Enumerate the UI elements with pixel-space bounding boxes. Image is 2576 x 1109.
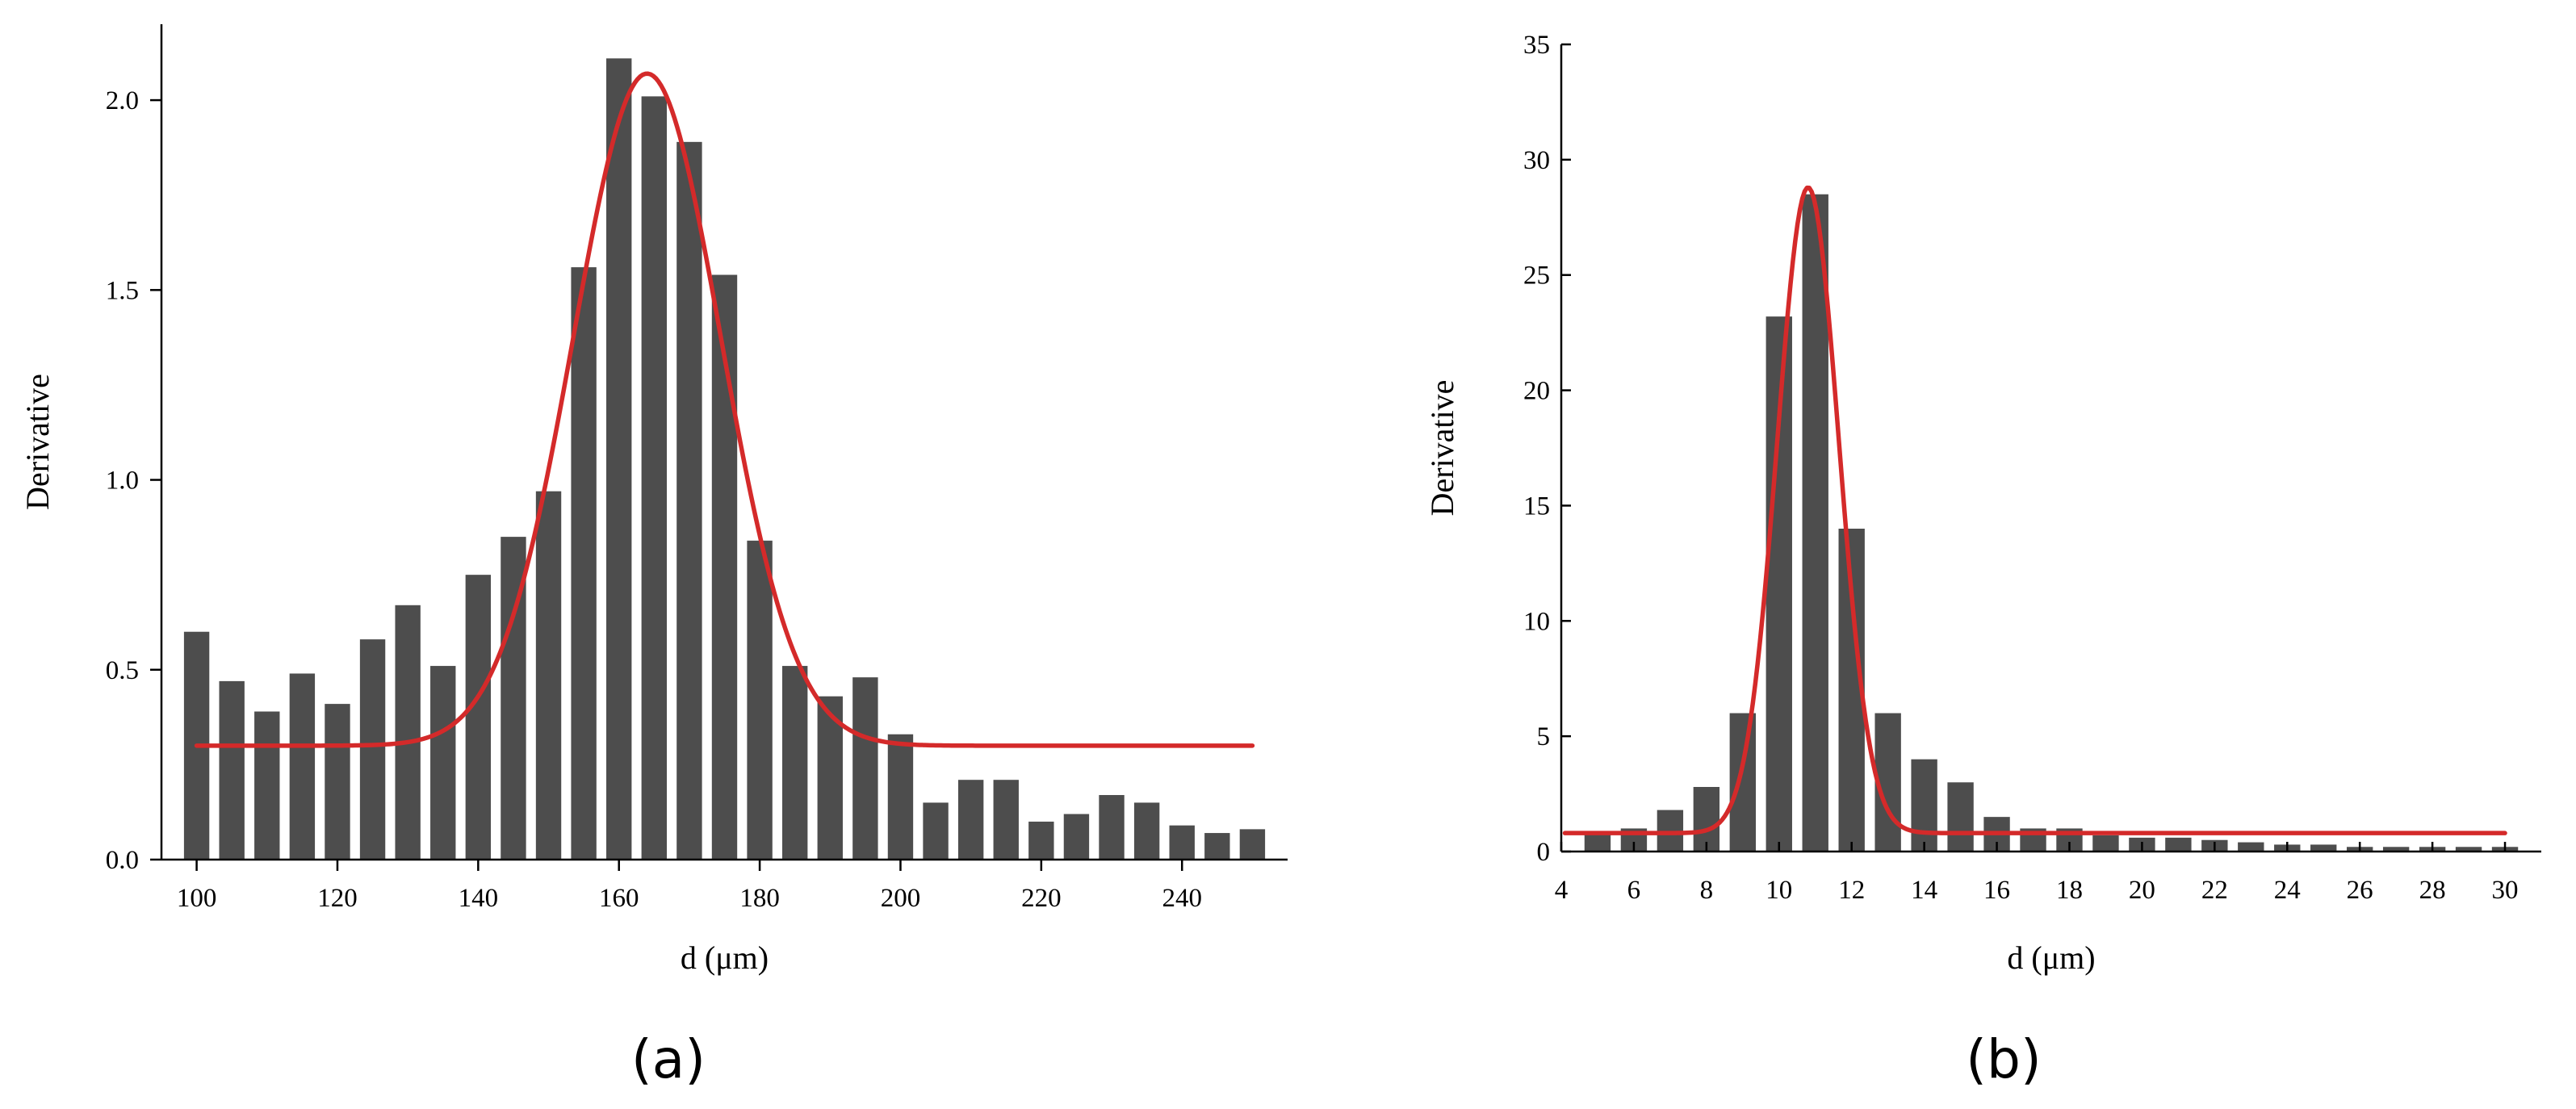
panel-label: (a) <box>631 1028 706 1090</box>
bar <box>993 780 1019 860</box>
y-tick-label: 0.0 <box>106 846 139 875</box>
bar <box>747 540 773 860</box>
y-tick-label: 15 <box>1523 492 1550 521</box>
y-axis-title: Derivative <box>19 374 56 510</box>
bar <box>325 704 350 860</box>
bar <box>2455 847 2482 852</box>
x-tick-label: 8 <box>1700 876 1714 905</box>
bar <box>2092 835 2119 852</box>
x-tick-label: 22 <box>2201 876 2228 905</box>
chart-b: 4 6 8 10 12 14 16 18 20 22 24 26 28 30 0 5 10 15 20 25 30 35 d… <box>1424 31 2541 1090</box>
bar <box>1239 829 1266 860</box>
x-tick-label: 10 <box>1766 876 1792 905</box>
x-tick-label: 120 <box>317 884 358 913</box>
x-tick-label: 18 <box>2056 876 2083 905</box>
bar <box>1133 802 1160 860</box>
bar <box>2165 837 2192 852</box>
bar <box>1099 795 1125 860</box>
y-tick-label: 10 <box>1523 607 1550 636</box>
y-tick-label: 25 <box>1523 262 1550 291</box>
bar <box>1204 833 1230 860</box>
x-tick-label: 26 <box>2347 876 2373 905</box>
x-tick-label: 20 <box>2129 876 2155 905</box>
bar <box>1028 821 1054 860</box>
x-tick-label: 140 <box>459 884 499 913</box>
x-tick-label: 220 <box>1021 884 1062 913</box>
x-tick-label: 24 <box>2274 876 2301 905</box>
bar <box>676 141 702 860</box>
x-tick-label: 200 <box>881 884 921 913</box>
bar <box>711 274 738 860</box>
fit-curve <box>194 71 1255 748</box>
x-tick-label: 28 <box>2419 876 2446 905</box>
y-tick-label: 1.0 <box>106 467 139 496</box>
bar <box>571 267 597 860</box>
panel-label: (b) <box>1966 1028 2041 1090</box>
bar <box>2310 844 2337 852</box>
bar <box>641 96 668 860</box>
bar <box>1947 782 1974 852</box>
y-tick-label: 2.0 <box>106 86 139 115</box>
x-tick-label: 240 <box>1162 884 1202 913</box>
x-tick-label: 100 <box>177 884 217 913</box>
x-tick-label: 4 <box>1555 876 1569 905</box>
bar <box>1729 713 1757 852</box>
bar <box>1802 194 1828 852</box>
bar <box>2382 847 2410 852</box>
bar <box>535 491 562 860</box>
y-tick-label: 30 <box>1523 146 1550 175</box>
y-tick-label: 0.5 <box>106 656 139 685</box>
x-tick-label: 14 <box>1911 876 1937 905</box>
chart-a: 100 120 140 160 180 200 220 240 0.0 0.5 1.0 1.5 2.0 d… <box>19 24 1288 1090</box>
bar <box>219 680 245 860</box>
y-tick-label: 20 <box>1523 377 1550 406</box>
x-tick-label: 180 <box>739 884 780 913</box>
fit-curve <box>1562 185 2507 835</box>
bar <box>781 666 808 860</box>
bar <box>359 639 386 860</box>
bar <box>2238 842 2264 852</box>
x-tick-label: 30 <box>2492 876 2519 905</box>
bar <box>430 666 456 860</box>
bar <box>395 605 421 860</box>
bar <box>1584 833 1611 852</box>
x-tick-label: 16 <box>1983 876 2010 905</box>
x-tick-label: 6 <box>1627 876 1641 905</box>
bar <box>254 711 280 860</box>
y-axis-title: Derivative <box>1424 380 1460 517</box>
bar <box>1063 814 1090 860</box>
bar <box>1169 825 1195 860</box>
bar <box>1693 787 1720 852</box>
bar <box>852 677 878 860</box>
bar <box>289 673 316 860</box>
x-axis-title: d (μm) <box>681 940 769 976</box>
bar <box>606 58 632 860</box>
y-tick-label: 35 <box>1523 31 1550 60</box>
bar <box>1911 759 1937 852</box>
y-tick-label: 0 <box>1537 838 1551 867</box>
x-tick-label: 160 <box>599 884 639 913</box>
x-axis-title: d (μm) <box>2007 940 2095 976</box>
bar <box>887 734 914 860</box>
x-tick-label: 12 <box>1838 876 1865 905</box>
y-tick-label: 5 <box>1537 722 1551 751</box>
y-tick-label: 1.5 <box>106 276 139 305</box>
bar <box>957 780 984 860</box>
bar <box>923 802 949 860</box>
bar <box>465 575 492 860</box>
